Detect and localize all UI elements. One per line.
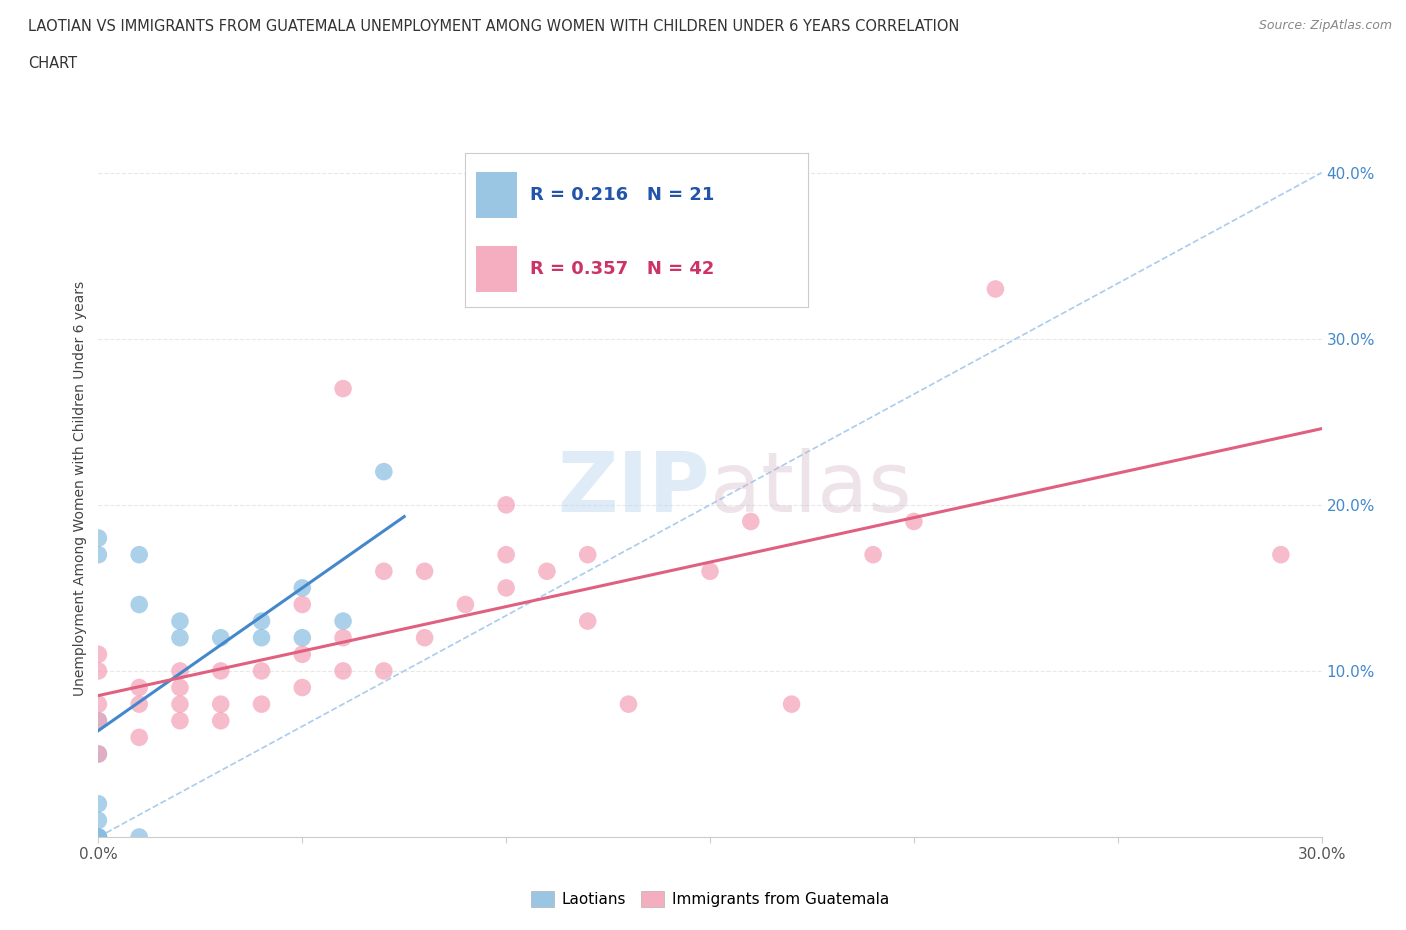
- Text: LAOTIAN VS IMMIGRANTS FROM GUATEMALA UNEMPLOYMENT AMONG WOMEN WITH CHILDREN UNDE: LAOTIAN VS IMMIGRANTS FROM GUATEMALA UNE…: [28, 19, 959, 33]
- Point: [576, 614, 599, 629]
- Point: [209, 631, 232, 645]
- Y-axis label: Unemployment Among Women with Children Under 6 years: Unemployment Among Women with Children U…: [73, 281, 87, 696]
- Point: [413, 631, 436, 645]
- Point: [699, 564, 721, 578]
- Point: [617, 697, 640, 711]
- Point: [128, 680, 150, 695]
- Point: [87, 830, 110, 844]
- Point: [87, 830, 110, 844]
- Point: [495, 580, 517, 595]
- Point: [250, 614, 273, 629]
- Point: [291, 647, 314, 662]
- Point: [495, 498, 517, 512]
- Point: [250, 663, 273, 678]
- Point: [495, 547, 517, 562]
- Point: [169, 680, 191, 695]
- Point: [250, 697, 273, 711]
- Point: [209, 697, 232, 711]
- Point: [862, 547, 884, 562]
- Point: [413, 564, 436, 578]
- Point: [209, 713, 232, 728]
- Point: [169, 663, 191, 678]
- Point: [169, 697, 191, 711]
- Point: [87, 697, 110, 711]
- Point: [87, 663, 110, 678]
- Point: [332, 381, 354, 396]
- Point: [87, 796, 110, 811]
- Point: [291, 580, 314, 595]
- Point: [291, 597, 314, 612]
- Point: [291, 631, 314, 645]
- Point: [87, 531, 110, 546]
- Point: [87, 747, 110, 762]
- Point: [87, 713, 110, 728]
- Point: [984, 282, 1007, 297]
- Point: [87, 813, 110, 828]
- Point: [903, 514, 925, 529]
- Point: [1270, 547, 1292, 562]
- Point: [576, 547, 599, 562]
- Point: [169, 631, 191, 645]
- Text: Source: ZipAtlas.com: Source: ZipAtlas.com: [1258, 19, 1392, 32]
- Point: [373, 564, 395, 578]
- Point: [128, 730, 150, 745]
- Point: [169, 614, 191, 629]
- Point: [209, 663, 232, 678]
- Point: [373, 464, 395, 479]
- Point: [454, 597, 477, 612]
- Point: [373, 663, 395, 678]
- Point: [128, 597, 150, 612]
- Point: [332, 663, 354, 678]
- Point: [291, 680, 314, 695]
- Point: [250, 631, 273, 645]
- Point: [740, 514, 762, 529]
- Point: [87, 547, 110, 562]
- Point: [332, 631, 354, 645]
- Point: [87, 647, 110, 662]
- Point: [87, 747, 110, 762]
- Point: [87, 713, 110, 728]
- Point: [128, 547, 150, 562]
- Point: [128, 697, 150, 711]
- Text: CHART: CHART: [28, 56, 77, 71]
- Point: [780, 697, 803, 711]
- Point: [128, 830, 150, 844]
- Point: [169, 713, 191, 728]
- Point: [332, 614, 354, 629]
- Point: [536, 564, 558, 578]
- Text: atlas: atlas: [710, 447, 911, 529]
- Legend: Laotians, Immigrants from Guatemala: Laotians, Immigrants from Guatemala: [524, 884, 896, 913]
- Text: ZIP: ZIP: [558, 447, 710, 529]
- Point: [87, 830, 110, 844]
